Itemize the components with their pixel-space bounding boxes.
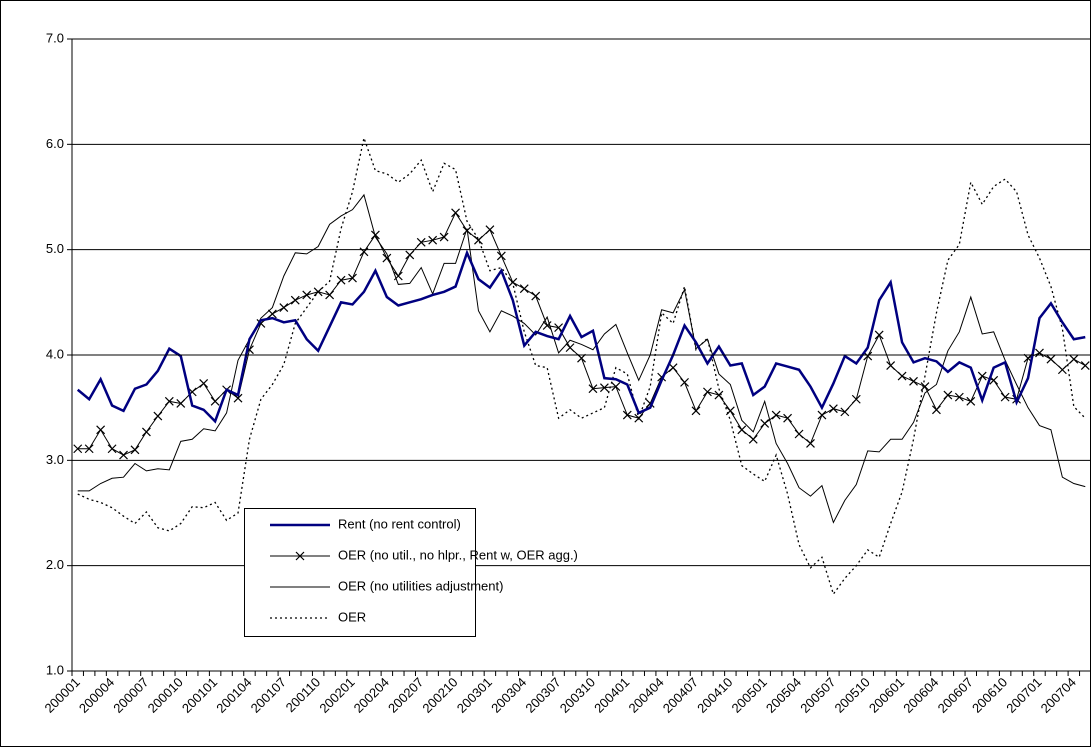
marker [966,396,976,406]
legend-box [244,508,476,637]
marker [73,444,83,454]
marker [886,361,896,370]
marker [943,390,953,400]
marker [748,434,758,444]
marker [622,410,632,420]
marker [840,407,850,417]
legend-label: OER [338,609,366,624]
y-tick-label: 4.0 [46,346,64,361]
marker [313,287,323,297]
marker [348,273,357,283]
legend-label: Rent (no rent control) [338,516,461,531]
y-tick-label: 5.0 [46,241,64,256]
marker [141,427,151,437]
marker [485,225,495,235]
series-line [77,135,1086,596]
marker [279,303,289,313]
marker [336,275,346,285]
marker [519,284,529,294]
marker [851,394,861,404]
marker [1000,392,1010,402]
marker [531,291,541,301]
legend: Rent (no rent control) OER (no util., no… [244,508,578,637]
marker [932,405,941,415]
marker [325,290,335,300]
plot-area [73,135,1090,596]
marker [107,444,117,454]
marker [428,235,438,245]
marker [295,551,305,561]
marker [474,235,483,245]
marker [828,404,838,414]
marker [668,363,678,373]
marker [897,371,907,381]
marker [439,232,449,242]
marker [164,396,174,406]
marker [405,250,415,260]
marker [1080,361,1090,370]
marker [806,439,815,448]
y-tick-label: 2.0 [46,557,64,572]
marker [680,377,689,387]
marker [771,410,781,420]
marker [119,450,128,460]
marker [714,390,724,400]
marker [760,419,770,428]
marker [554,323,564,333]
marker [1035,348,1044,358]
marker [874,330,884,340]
marker [703,387,712,397]
series-line [76,249,1086,424]
marker [462,226,472,236]
marker [909,376,918,386]
marker [96,425,106,435]
marker [176,399,186,408]
y-tick-label: 6.0 [46,136,64,151]
marker [290,295,300,305]
legend-label: OER (no util., no hlpr., Rent w, OER agg… [338,547,578,562]
y-tick-label: 1.0 [46,662,64,677]
marker [451,208,460,218]
legend-label: OER (no utilities adjustment) [338,578,503,593]
marker [1069,354,1079,364]
marker [393,271,403,281]
marker [920,382,930,392]
marker [542,321,552,330]
marker [691,406,701,416]
marker [267,309,277,319]
marker [130,445,140,455]
marker [977,371,987,381]
marker [1057,365,1067,375]
marker [382,253,392,263]
marker [370,230,380,240]
marker [634,413,644,423]
marker [611,382,621,392]
y-tick-label: 7.0 [46,30,64,45]
marker [302,290,312,300]
marker [588,384,598,394]
marker [725,406,735,416]
marker [210,396,220,406]
marker [954,392,964,402]
marker [817,410,827,420]
marker [199,379,209,388]
marker [496,251,506,261]
marker [783,413,793,423]
marker [508,277,518,287]
marker [1046,354,1056,364]
marker [359,247,369,257]
marker [599,383,609,393]
marker [565,343,575,353]
marker [794,429,804,439]
marker [416,237,426,247]
marker [233,393,243,403]
marker [153,411,163,421]
marker [737,425,747,435]
marker [84,444,94,454]
y-tick-label: 3.0 [46,452,64,467]
